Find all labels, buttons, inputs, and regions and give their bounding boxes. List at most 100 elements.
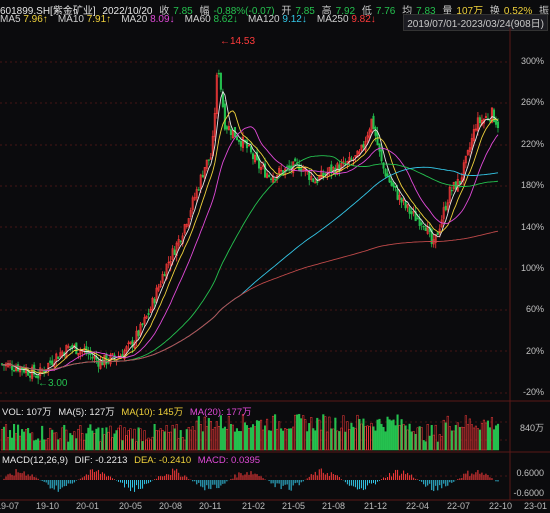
candle-body <box>217 72 220 75</box>
time-axis-tick: 20-08 <box>159 501 183 511</box>
volume-bar <box>241 414 245 451</box>
volume-bar <box>199 424 202 451</box>
candle-body <box>490 107 494 123</box>
close-value: 7.85 <box>173 6 193 17</box>
volume-bar <box>207 417 210 451</box>
time-axis-tick: 21-08 <box>322 501 346 511</box>
candle-body <box>368 129 371 138</box>
time-axis-tick: 21-02 <box>242 501 266 511</box>
high-value: 7.92 <box>335 6 356 17</box>
volume-bar <box>400 419 403 451</box>
volume-bar <box>368 426 371 451</box>
volume-bar <box>396 414 399 451</box>
candle-body <box>408 207 411 214</box>
candle-body <box>308 171 311 180</box>
candle-body <box>229 129 232 135</box>
volume-bar <box>422 440 425 451</box>
volume-bar <box>320 429 323 451</box>
time-axis-tick: 21-05 <box>282 501 306 511</box>
candle-body <box>35 375 38 378</box>
price-axis-tick: 140% <box>520 221 544 232</box>
volume-bar <box>135 441 138 451</box>
time-axis-tick: 22-07 <box>447 501 471 511</box>
candle-body <box>496 121 500 129</box>
low-label: 低 <box>361 6 372 17</box>
candle-body <box>268 174 271 177</box>
volume-bar <box>414 433 417 451</box>
candle-body <box>171 248 174 260</box>
price-axis-tick: 60% <box>525 304 544 315</box>
volume-bar <box>442 419 445 451</box>
volume-bar <box>203 416 206 451</box>
volume-bar <box>23 431 26 451</box>
volume-bar <box>81 433 84 451</box>
volume-bar <box>133 428 136 451</box>
volume-bar <box>286 429 289 451</box>
candle-body <box>153 298 156 304</box>
volume-bar <box>364 426 367 451</box>
volume-bar <box>482 419 485 451</box>
stock-code[interactable]: 601899.SH[紫金矿业] <box>0 6 96 17</box>
candle-body <box>239 140 243 147</box>
candle-body <box>416 217 419 220</box>
candle-body <box>380 149 383 162</box>
time-axis-tick: 20-11 <box>199 501 222 511</box>
candle-body <box>474 128 477 131</box>
volume-bar <box>274 414 277 451</box>
candle-body <box>223 103 226 130</box>
volume-bar <box>233 431 236 451</box>
volume-bar <box>83 439 86 451</box>
vol-ma5: MA(5): 127万 <box>58 407 115 418</box>
volume-bar <box>440 436 443 451</box>
volume-bar <box>189 429 192 451</box>
volume-bar <box>215 421 218 451</box>
candle-body <box>430 229 433 244</box>
volume-bar <box>255 420 259 451</box>
volume-bar <box>139 428 142 451</box>
vol-label: 量 <box>442 6 453 17</box>
macd-header: MACD(12,26,9) DIF: -0.2213 DEA: -0.2410 … <box>2 455 264 466</box>
volume-bar <box>243 422 247 451</box>
avg-value: 7.83 <box>416 6 436 17</box>
low-value: 7.76 <box>375 6 396 17</box>
volume-bar <box>55 432 58 451</box>
volume-bar <box>326 431 329 451</box>
volume-bar <box>253 426 257 451</box>
volume-bar <box>53 432 56 451</box>
volume-bar <box>392 419 395 451</box>
candle-body <box>149 308 152 313</box>
candle-body <box>137 330 140 337</box>
candle-body <box>422 225 425 228</box>
candle-body <box>376 132 379 146</box>
time-axis-tick: 19-10 <box>36 501 60 511</box>
candle-body <box>143 317 146 324</box>
volume-bar <box>494 425 498 451</box>
volume-bar <box>280 428 283 451</box>
candle-body <box>400 197 403 203</box>
date-range[interactable]: 2019/07/01-2023/03/24(908日) <box>403 14 548 31</box>
volume-bar <box>27 427 30 451</box>
candle-body <box>382 162 385 169</box>
volume-bar <box>492 429 496 451</box>
volume-bar <box>75 438 78 451</box>
candle-body <box>358 151 361 155</box>
candle-body <box>366 135 369 142</box>
volume-bar <box>348 429 351 451</box>
volume-bar <box>370 422 373 451</box>
volume-bar <box>436 441 439 451</box>
volume-bar <box>308 423 311 451</box>
volume-bar <box>123 427 126 451</box>
volume-bar <box>360 423 363 451</box>
volume-bar <box>145 439 148 451</box>
volume-bar <box>470 424 473 451</box>
volume-bar <box>296 414 299 451</box>
volume-bar <box>209 421 212 451</box>
volume-bar <box>302 415 305 451</box>
candle-body <box>356 150 359 158</box>
volume-bar <box>292 426 295 451</box>
vol-header: VOL: 107万 MA(5): 127万 MA(10): 145万 MA(20… <box>2 404 256 418</box>
time-axis-tick: 22-10 <box>489 501 513 511</box>
ma-line <box>1 110 499 374</box>
avg-label: 均 <box>402 6 413 17</box>
